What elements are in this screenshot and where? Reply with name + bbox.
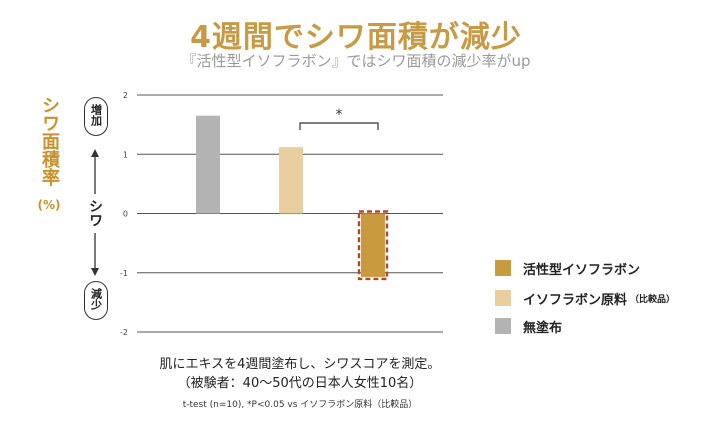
decrease-label: 減少 <box>89 288 103 310</box>
subject-note: （被験者：40～50代の日本人女性10名） <box>177 376 423 391</box>
grid-layer: 2 1 0 -1 -2 <box>120 91 443 337</box>
y-tick-label: 1 <box>123 150 128 159</box>
legend-label-untreated: 無塗布 <box>523 320 563 336</box>
y-axis-label-main: シワ面積率 <box>39 96 60 186</box>
legend-note-isoflavone: （比較品） <box>630 294 676 305</box>
legend-item-untreated: 無塗布 <box>495 317 563 336</box>
legend-label-active: 活性型イソフラボン <box>523 262 641 278</box>
down-arrow-head <box>91 268 99 276</box>
y-tick-label: -1 <box>120 269 128 278</box>
bar-active <box>361 213 385 277</box>
significance-asterisk: * <box>336 107 343 123</box>
increase-pill: 増加 <box>84 97 108 136</box>
up-arrow-head <box>91 149 99 157</box>
y-tick-label: -2 <box>120 328 128 337</box>
stats-note: t-test (n=10), *P<0.05 vs イソフラボン原料（比較品） <box>182 400 418 410</box>
y-tick-label: 0 <box>123 210 128 219</box>
wrinkle-axis-text: シワ <box>87 199 103 227</box>
bracket-line <box>299 122 379 130</box>
y-axis-label: シワ面積率 (%) <box>34 96 64 215</box>
wrinkle-axis-label: シワ <box>87 199 103 231</box>
method-note: 肌にエキスを4週間塗布し、シワスコアを測定。 <box>159 357 441 372</box>
y-tick-label: 2 <box>123 91 128 100</box>
decrease-pill: 減少 <box>84 281 108 320</box>
legend-item-active: 活性型イソフラボン <box>495 259 641 278</box>
legend-swatch-isoflavone <box>495 290 511 306</box>
y-axis-label-unit: (%) <box>37 198 61 212</box>
bar-untreated <box>196 115 220 214</box>
bar-isoflavone <box>279 147 303 214</box>
significance-bracket: * <box>299 107 379 130</box>
legend-item-isoflavone: イソフラボン原料 （比較品） <box>495 289 676 308</box>
bar-layer <box>196 115 389 281</box>
chart-subtitle: 『活性型イソフラボン』ではシワ面積の減少率がup <box>181 52 531 70</box>
legend-label-isoflavone: イソフラボン原料 <box>523 292 628 308</box>
legend-swatch-active <box>495 260 511 276</box>
increase-label: 増加 <box>89 104 103 126</box>
legend-swatch-untreated <box>495 318 511 334</box>
chart-title: 4週間でシワ面積が減少 <box>190 20 522 55</box>
